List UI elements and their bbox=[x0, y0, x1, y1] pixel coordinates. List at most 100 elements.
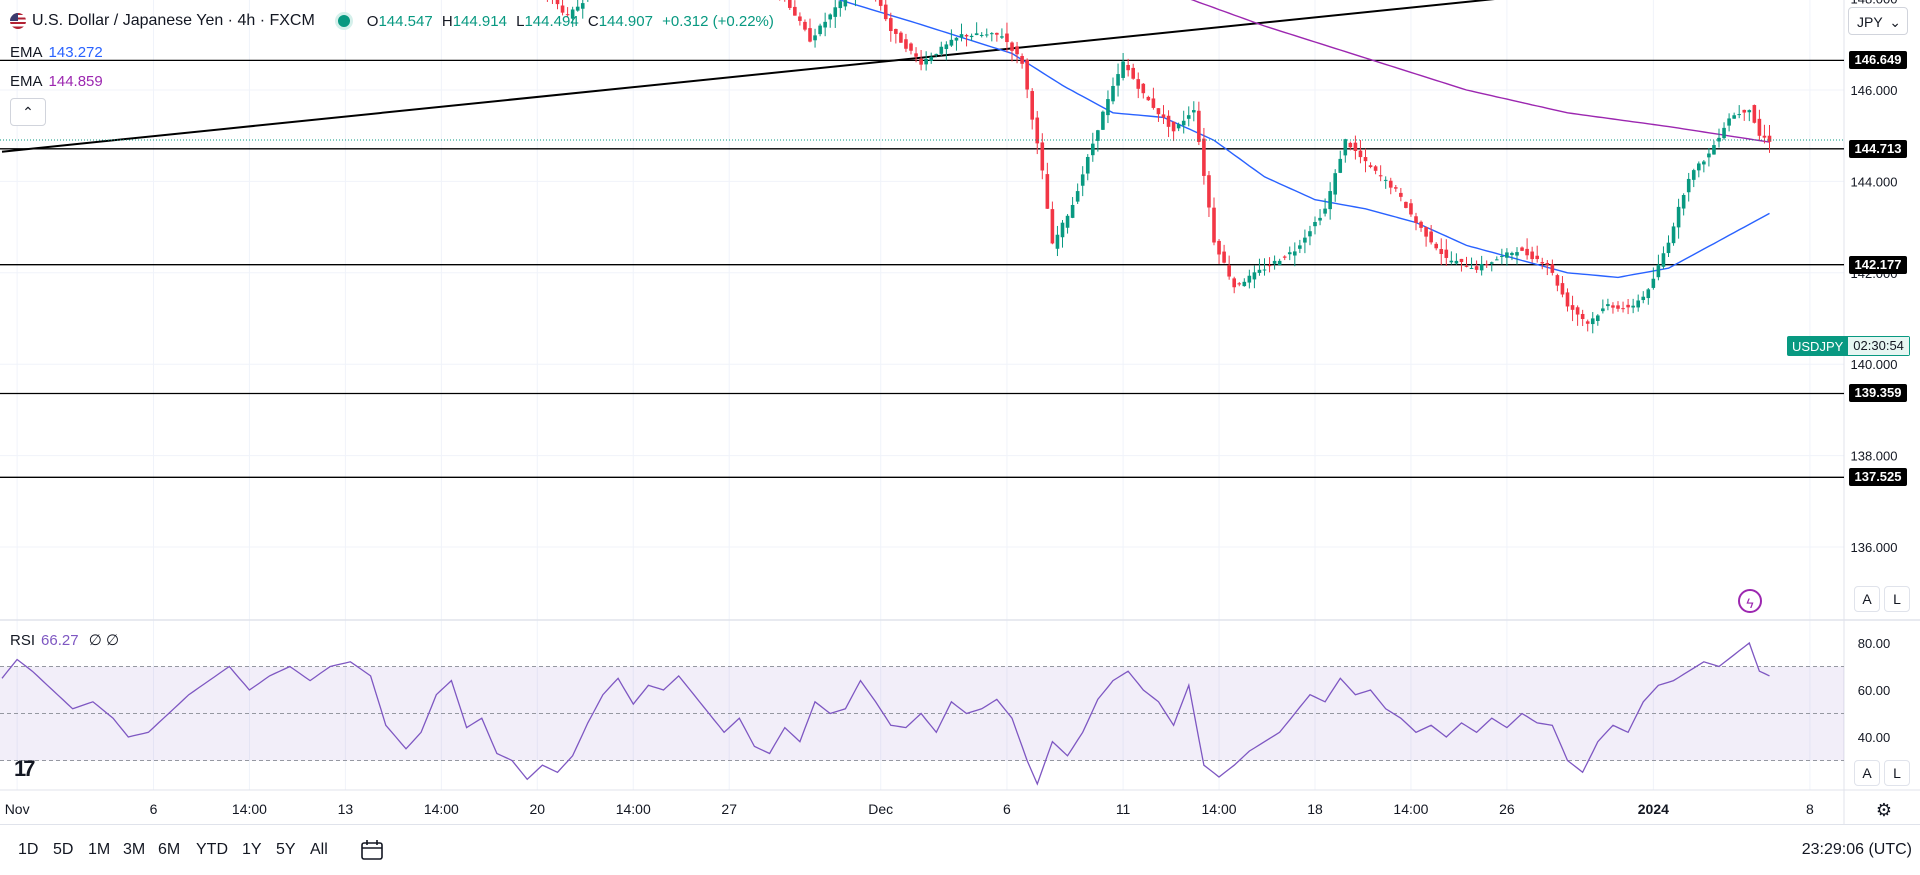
candle-body bbox=[1656, 264, 1661, 278]
candle-body bbox=[1611, 305, 1615, 308]
gear-icon[interactable]: ⚙ bbox=[1875, 800, 1893, 820]
candle-body bbox=[1363, 157, 1368, 162]
utc-clock[interactable]: 23:29:06 (UTC) bbox=[1801, 841, 1912, 858]
candle-body bbox=[1186, 115, 1191, 119]
candle-body bbox=[1328, 191, 1332, 210]
candle-body bbox=[1126, 65, 1130, 71]
price-chart[interactable]: 158.000156.000154.000152.000150.000148.0… bbox=[0, 0, 1920, 824]
candle-body bbox=[1176, 124, 1181, 129]
candle-body bbox=[1510, 252, 1514, 256]
ema-slow-line bbox=[1190, 0, 1770, 143]
candle-body bbox=[565, 14, 570, 16]
range-5y-button[interactable]: 5Y bbox=[276, 841, 296, 858]
price-tick-label: 148.000 bbox=[1851, 0, 1898, 7]
range-1y-button[interactable]: 1Y bbox=[242, 841, 262, 858]
candle-body bbox=[909, 43, 913, 51]
candle-body bbox=[1484, 264, 1489, 266]
candle-body bbox=[1555, 275, 1560, 286]
candle-body bbox=[1151, 98, 1156, 108]
candle-body bbox=[1439, 249, 1444, 255]
tradingview-logo-icon[interactable]: 17 bbox=[14, 756, 36, 781]
rsi-tick-label: 40.00 bbox=[1858, 730, 1891, 745]
candle-body bbox=[899, 32, 903, 43]
candle-body bbox=[1287, 252, 1292, 255]
candle-body bbox=[1197, 110, 1201, 142]
candle-body bbox=[1318, 217, 1322, 221]
rsi-log-scale-button[interactable]: L bbox=[1884, 760, 1910, 786]
range-1d-button[interactable]: 1D bbox=[18, 841, 39, 858]
candle-body bbox=[1459, 258, 1464, 263]
candle-body bbox=[1378, 175, 1383, 177]
grid bbox=[0, 0, 1920, 824]
ema-slow-legend[interactable]: EMA 144.859 bbox=[10, 73, 103, 90]
candle-body bbox=[1495, 259, 1499, 261]
range-3m-button[interactable]: 3M bbox=[123, 841, 146, 858]
candle-body bbox=[793, 6, 797, 16]
candle-body bbox=[1045, 174, 1050, 209]
candle-body bbox=[1520, 247, 1524, 251]
candle-body bbox=[1409, 203, 1413, 215]
auto-scale-button[interactable]: A bbox=[1854, 586, 1880, 612]
range-all-button[interactable]: All bbox=[310, 841, 328, 858]
trendlines bbox=[1, 0, 1495, 153]
collapse-legend-button[interactable]: ⌃ bbox=[10, 98, 46, 126]
candle-body bbox=[1202, 138, 1206, 176]
candle-body bbox=[1646, 289, 1651, 299]
ema-fast-value: 143.272 bbox=[48, 44, 103, 61]
price-tick-label: 138.000 bbox=[1851, 449, 1898, 464]
candle-body bbox=[1116, 74, 1120, 86]
range-6m-button[interactable]: 6M bbox=[158, 841, 181, 858]
price-tick-label: 136.000 bbox=[1851, 540, 1898, 555]
candle-body bbox=[1661, 253, 1666, 267]
level-price-tag: 142.177 bbox=[1849, 255, 1907, 274]
candle-body bbox=[1257, 269, 1262, 273]
price-tick-label: 140.000 bbox=[1851, 357, 1898, 372]
candle-body bbox=[1616, 305, 1620, 309]
log-scale-button[interactable]: L bbox=[1884, 586, 1910, 612]
candle-body bbox=[1166, 115, 1171, 127]
bottom-toolbar: 1D 5D 1M 3M 6M YTD 1Y 5Y All 23:29:06 (U… bbox=[0, 824, 1920, 875]
candle-body bbox=[1469, 267, 1474, 269]
candles bbox=[0, 0, 1844, 334]
candle-body bbox=[1368, 165, 1373, 168]
currency-select[interactable]: JPY ⌄ bbox=[1848, 7, 1908, 35]
range-1m-button[interactable]: 1M bbox=[88, 841, 111, 858]
candle-body bbox=[1101, 111, 1105, 130]
candle-body bbox=[1429, 231, 1433, 243]
candle-body bbox=[919, 58, 923, 65]
candle-body bbox=[1727, 118, 1731, 126]
candle-body bbox=[1505, 252, 1509, 258]
candle-body bbox=[1242, 281, 1247, 287]
candle-body bbox=[1050, 209, 1055, 244]
lightning-icon[interactable]: ϟ bbox=[1738, 589, 1762, 613]
candle-body bbox=[1686, 178, 1691, 193]
range-ytd-button[interactable]: YTD bbox=[196, 841, 228, 858]
candle-body bbox=[984, 34, 989, 36]
time-tick-label: 14:00 bbox=[424, 801, 459, 817]
chart-legend: U.S. Dollar / Japanese Yen · 4h · FXCM O… bbox=[10, 12, 779, 30]
rsi-auto-scale-button[interactable]: A bbox=[1854, 760, 1880, 786]
time-tick-label: 6 bbox=[150, 801, 158, 817]
us-flag-icon bbox=[10, 13, 26, 29]
candle-body bbox=[1414, 216, 1418, 223]
candle-body bbox=[1479, 263, 1484, 271]
chevron-up-icon: ⌃ bbox=[22, 104, 34, 120]
time-tick-label: Nov bbox=[5, 801, 30, 817]
candle-body bbox=[1737, 114, 1741, 116]
symbol-title[interactable]: U.S. Dollar / Japanese Yen · 4h · FXCM bbox=[32, 12, 315, 29]
level-price-tag: 146.649 bbox=[1849, 51, 1907, 70]
range-5d-button[interactable]: 5D bbox=[53, 841, 74, 858]
candle-body bbox=[1641, 296, 1646, 301]
candle-body bbox=[808, 28, 812, 42]
calendar-icon[interactable] bbox=[360, 839, 384, 861]
candle-body bbox=[1697, 163, 1701, 171]
market-status-icon[interactable] bbox=[334, 12, 353, 30]
candle-body bbox=[1388, 180, 1393, 188]
time-axis: Nov 6 14:00 13 14:00 20 14:00 27 Dec 6 11 14:00 18 14… bbox=[5, 801, 1814, 817]
candle-body bbox=[1035, 117, 1040, 144]
rsi-legend[interactable]: RSI 66.27 ∅ ∅ bbox=[10, 632, 120, 649]
ema-fast-legend[interactable]: EMA 143.272 bbox=[10, 44, 103, 61]
candle-body bbox=[1237, 283, 1242, 285]
candle-body bbox=[833, 7, 838, 17]
candle-body bbox=[1676, 206, 1681, 228]
